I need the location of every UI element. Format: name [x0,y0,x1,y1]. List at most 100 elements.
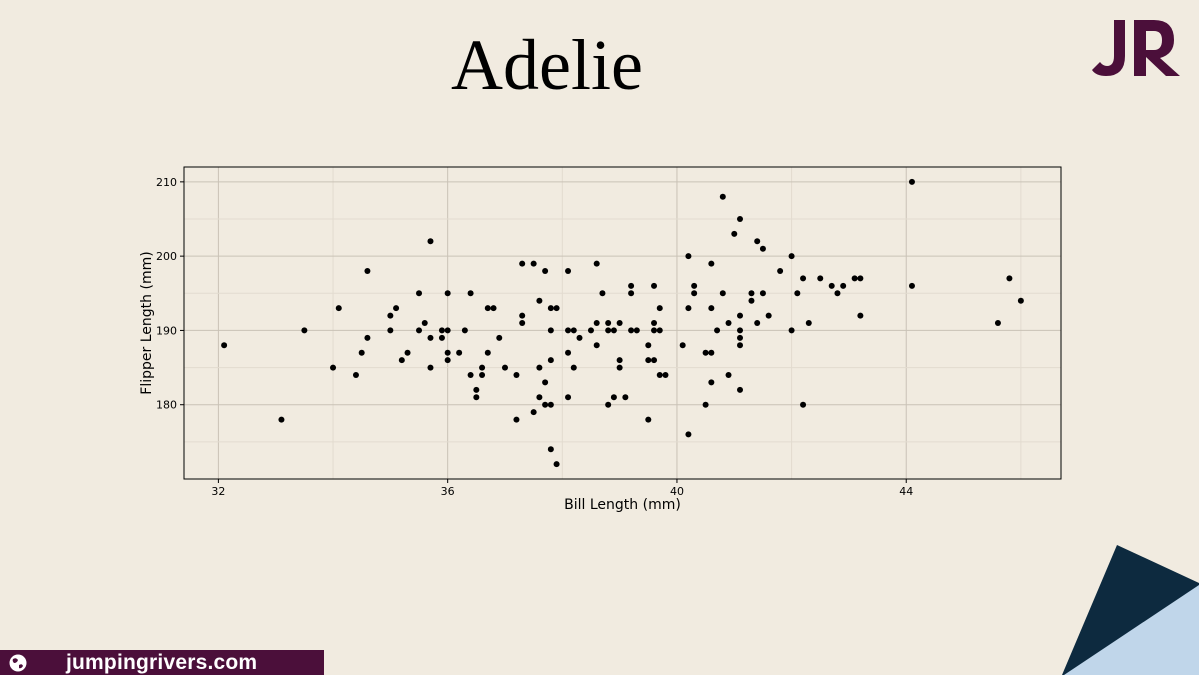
data-point [479,364,486,371]
x-tick-label: 44 [899,485,913,498]
data-point [438,327,445,334]
data-point [759,290,766,297]
data-point [416,290,423,297]
data-point [628,282,635,289]
data-point [702,349,709,356]
data-point [461,327,468,334]
data-point [851,275,858,282]
x-tick-label: 32 [211,485,225,498]
data-point [651,282,658,289]
data-point [610,394,617,401]
data-point [553,461,560,468]
data-point [605,320,612,326]
data-point [708,305,715,312]
data-point [748,290,755,297]
plot-frame [183,166,1062,480]
data-point [467,372,474,378]
data-point [1017,297,1024,304]
data-point [651,327,658,334]
data-point [576,334,583,341]
y-axis-title: Flipper Length (mm) [139,251,155,394]
data-point [800,401,807,408]
data-point [908,282,915,289]
data-point [685,305,692,312]
data-point [908,178,915,185]
globe-icon [9,654,27,672]
data-point [731,230,738,237]
data-point [788,253,795,260]
data-point [519,260,526,267]
data-point [542,401,549,408]
data-point [404,349,411,356]
data-point [444,349,451,356]
data-point [530,260,537,267]
data-point [828,282,835,289]
data-point [547,357,554,364]
data-point [805,320,812,326]
data-point [599,290,606,297]
data-point [737,342,744,349]
data-point [708,349,715,356]
data-point [542,379,549,386]
data-point [456,349,463,356]
data-point [553,305,560,312]
data-point [570,364,577,371]
data-point [358,349,365,356]
data-point [278,416,285,423]
data-point [777,268,784,274]
data-point [416,327,423,334]
data-point [444,290,451,297]
data-point [616,320,623,326]
data-point [398,357,405,364]
data-point [438,334,445,341]
data-point [725,372,732,378]
data-point [857,275,864,282]
data-point [714,327,721,334]
website-link[interactable]: jumpingrivers.com [66,651,258,674]
data-point [645,342,652,349]
data-point [530,409,537,416]
data-point [656,305,663,312]
footer-bar: jumpingrivers.com [0,650,324,675]
data-point [645,357,652,364]
data-point [421,320,428,326]
data-point [691,282,698,289]
data-point [1006,275,1013,282]
data-point [547,401,554,408]
axis-ticks: 32 36 40 44 180 190 200 210 [156,176,913,498]
data-point [565,394,572,401]
data-point [519,312,526,319]
data-point [662,372,669,378]
x-tick-label: 36 [441,485,455,498]
jr-logo-icon [1092,20,1180,76]
data-point [536,394,543,401]
data-point [719,290,726,297]
data-point [593,260,600,267]
data-point [496,334,503,341]
data-point [536,364,543,371]
data-point [393,305,400,312]
data-point [605,401,612,408]
data-point [994,320,1001,326]
data-point [656,372,663,378]
data-point [467,290,474,297]
data-point [633,327,640,334]
data-point [754,238,761,245]
data-point [570,327,577,334]
data-point [364,334,371,341]
data-point [737,312,744,319]
data-point [473,394,480,401]
data-point [444,357,451,364]
data-point [765,312,772,319]
data-point [547,446,554,453]
data-point [691,290,698,297]
data-point [656,327,663,334]
data-point [794,290,801,297]
data-point [651,320,658,326]
data-point [479,372,486,378]
data-point [834,290,841,297]
data-point [501,364,508,371]
x-axis-title: Bill Length (mm) [564,497,681,513]
grid-lines [184,167,1061,479]
data-point [547,327,554,334]
